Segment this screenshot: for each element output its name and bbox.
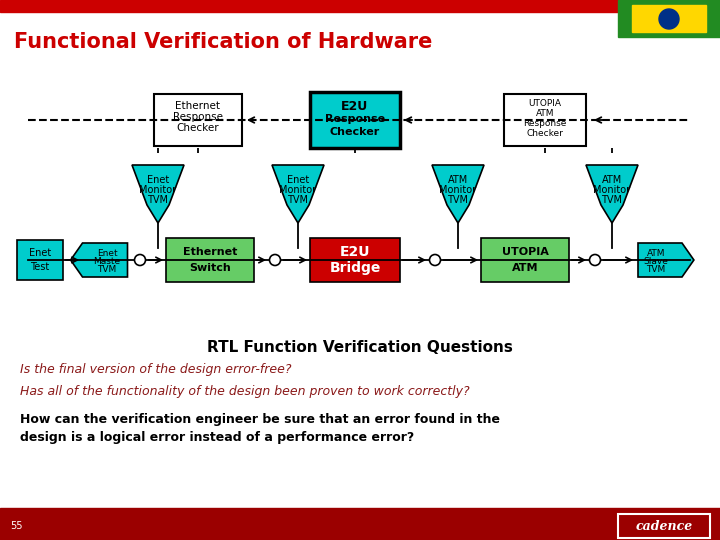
Text: Maste: Maste bbox=[94, 258, 120, 267]
Text: 55: 55 bbox=[10, 521, 22, 531]
Polygon shape bbox=[586, 165, 638, 223]
Circle shape bbox=[430, 254, 441, 266]
Text: E2U: E2U bbox=[341, 99, 369, 112]
Polygon shape bbox=[132, 165, 184, 223]
Text: Monitor: Monitor bbox=[279, 185, 317, 195]
Bar bbox=[0, 508, 720, 540]
Bar bbox=[481, 238, 569, 282]
Text: Checker: Checker bbox=[330, 127, 380, 137]
Bar bbox=[504, 94, 586, 146]
Bar bbox=[17, 240, 63, 280]
Text: ATM: ATM bbox=[602, 175, 622, 185]
Bar bbox=[618, 514, 710, 538]
Circle shape bbox=[269, 254, 281, 266]
Text: Response: Response bbox=[523, 119, 567, 129]
Text: UTOPIA: UTOPIA bbox=[528, 99, 562, 109]
Text: Monitor: Monitor bbox=[140, 185, 176, 195]
Text: Enet: Enet bbox=[287, 175, 309, 185]
Text: Checker: Checker bbox=[176, 123, 220, 133]
Text: TVM: TVM bbox=[647, 266, 665, 274]
Text: Ethernet: Ethernet bbox=[183, 247, 237, 257]
Text: Monitor: Monitor bbox=[593, 185, 631, 195]
Bar bbox=[310, 238, 400, 282]
Text: TVM: TVM bbox=[148, 195, 168, 205]
Polygon shape bbox=[71, 243, 127, 277]
Text: ATM: ATM bbox=[536, 110, 554, 118]
Text: design is a logical error instead of a performance error?: design is a logical error instead of a p… bbox=[20, 430, 414, 443]
Text: Monitor: Monitor bbox=[439, 185, 477, 195]
Text: Checker: Checker bbox=[526, 130, 564, 138]
Text: ATM: ATM bbox=[448, 175, 468, 185]
Bar bbox=[310, 92, 400, 148]
Text: Enet: Enet bbox=[96, 249, 117, 259]
Text: TVM: TVM bbox=[97, 266, 117, 274]
Text: Slave: Slave bbox=[644, 258, 668, 267]
Circle shape bbox=[135, 254, 145, 266]
Text: ATM: ATM bbox=[512, 263, 539, 273]
Text: Is the final version of the design error-free?: Is the final version of the design error… bbox=[20, 363, 292, 376]
Bar bbox=[154, 94, 242, 146]
Text: Has all of the functionality of the design been proven to work correctly?: Has all of the functionality of the desi… bbox=[20, 386, 469, 399]
Text: TVM: TVM bbox=[448, 195, 469, 205]
Text: Switch: Switch bbox=[189, 263, 231, 273]
Text: Response: Response bbox=[173, 112, 223, 122]
Polygon shape bbox=[638, 243, 694, 277]
Polygon shape bbox=[432, 165, 484, 223]
Text: Response: Response bbox=[325, 114, 385, 124]
Circle shape bbox=[659, 9, 679, 29]
Text: UTOPIA: UTOPIA bbox=[502, 247, 549, 257]
Polygon shape bbox=[272, 165, 324, 223]
Text: RTL Function Verification Questions: RTL Function Verification Questions bbox=[207, 341, 513, 355]
Text: cadence: cadence bbox=[635, 519, 693, 532]
Text: E2U: E2U bbox=[340, 245, 370, 259]
Text: TVM: TVM bbox=[287, 195, 308, 205]
Text: Test: Test bbox=[30, 262, 50, 272]
Text: Ethernet: Ethernet bbox=[176, 101, 220, 111]
Text: Enet: Enet bbox=[29, 248, 51, 258]
Text: Functional Verification of Hardware: Functional Verification of Hardware bbox=[14, 32, 433, 52]
Bar bbox=[166, 238, 254, 282]
Circle shape bbox=[590, 254, 600, 266]
Bar bbox=[618, 0, 720, 37]
Text: TVM: TVM bbox=[601, 195, 623, 205]
Text: Bridge: Bridge bbox=[329, 261, 381, 275]
Text: ATM: ATM bbox=[647, 249, 665, 259]
Text: How can the verification engineer be sure that an error found in the: How can the verification engineer be sur… bbox=[20, 414, 500, 427]
Bar bbox=[632, 5, 706, 32]
Text: Enet: Enet bbox=[147, 175, 169, 185]
Bar bbox=[0, 0, 720, 12]
